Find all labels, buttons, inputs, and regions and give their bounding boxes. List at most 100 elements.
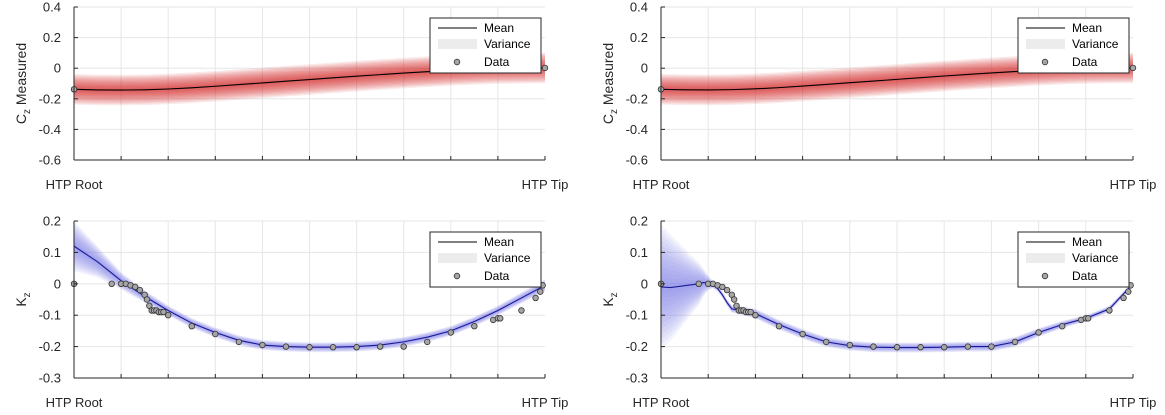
legend-mean-label: Mean <box>484 235 514 249</box>
y-tick-label: 0.2 <box>630 30 648 45</box>
legend-variance-label: Variance <box>1072 37 1119 51</box>
variance-band-layer <box>74 225 545 352</box>
data-point <box>1125 288 1132 295</box>
y-axis-title-subscript: z <box>609 292 620 297</box>
data-point <box>775 322 783 330</box>
data-point <box>400 343 407 350</box>
variance-band-layer <box>74 221 545 353</box>
y-tick-label: 0 <box>641 276 648 291</box>
y-tick-label: 0.2 <box>43 214 61 229</box>
y-tick-label: -0.1 <box>39 308 61 323</box>
legend-data-label: Data <box>484 269 510 283</box>
y-tick-label: -0.1 <box>626 308 648 323</box>
legend-data-swatch <box>453 58 461 66</box>
x-tick-label-tip: HTP Tip <box>522 395 569 410</box>
data-point <box>917 344 924 351</box>
y-tick-label: -0.4 <box>39 122 61 137</box>
data-point <box>1011 338 1019 346</box>
y-tick-label: 0.4 <box>630 0 648 15</box>
legend-data-swatch <box>1041 272 1049 280</box>
legend: Mean Variance Data <box>429 17 542 74</box>
variance-band-layer <box>74 229 545 351</box>
data-point <box>893 344 901 351</box>
data-point <box>988 343 995 350</box>
variance-band <box>74 221 545 353</box>
variance-band-layer <box>661 234 1133 352</box>
data-point <box>541 64 549 72</box>
y-axis-title: Cz Measured <box>13 43 33 124</box>
legend-mean-label: Mean <box>1072 235 1102 249</box>
data-point <box>823 338 830 346</box>
data-point <box>353 344 360 351</box>
x-tick-label-tip: HTP Tip <box>1110 395 1157 410</box>
data-point <box>329 344 337 351</box>
legend-data-swatch <box>453 272 461 280</box>
y-tick-label: 0.2 <box>630 214 648 229</box>
data-point <box>143 296 151 303</box>
legend: Mean Variance Data <box>1017 231 1130 288</box>
data-point <box>532 294 539 302</box>
variance-band-layer <box>74 223 545 352</box>
legend-variance-swatch <box>1026 39 1065 49</box>
data-point <box>723 286 731 294</box>
data-point <box>160 308 167 316</box>
y-axis-title-subscript: z <box>22 109 33 114</box>
data-point <box>1106 307 1113 314</box>
y-tick-label: -0.3 <box>626 371 648 386</box>
legend-variance-swatch <box>1026 253 1065 263</box>
data-point <box>730 296 738 303</box>
variance-band-layer <box>661 229 1133 353</box>
data-point <box>846 341 853 349</box>
y-axis-title-subscript: z <box>22 292 33 297</box>
y-axis-title-subscript: z <box>609 109 620 114</box>
y-axis-title-main: K <box>13 297 29 307</box>
y-axis-title-main: K <box>600 297 616 307</box>
data-point <box>471 322 478 330</box>
x-tick-label-root: HTP Root <box>633 395 690 410</box>
legend-variance-label: Variance <box>484 37 531 51</box>
x-tick-label-tip: HTP Tip <box>522 177 569 192</box>
y-axis-title: Kz <box>600 292 620 306</box>
legend-data-label: Data <box>1072 55 1098 69</box>
y-tick-label: -0.6 <box>39 153 61 168</box>
panel-top-left: -0.6 -0.4 -0.2 0 0.2 0.4 HTP Root HTP Tip Cz Mea… <box>13 0 568 192</box>
x-tick-label-root: HTP Root <box>46 395 103 410</box>
y-tick-label: 0.4 <box>43 0 61 15</box>
data-point <box>447 329 454 336</box>
data-point <box>164 312 172 319</box>
y-tick-label: -0.2 <box>39 91 61 106</box>
legend-variance-label: Variance <box>1072 251 1119 265</box>
y-axis-title: Kz <box>13 292 33 306</box>
data-point <box>1058 322 1066 330</box>
data-point <box>1129 64 1137 72</box>
data-point <box>376 343 384 350</box>
legend-variance-label: Variance <box>484 251 531 265</box>
y-axis-title-main: C <box>13 114 29 124</box>
data-point <box>941 344 948 351</box>
data-point <box>259 341 266 349</box>
panel-top-right: -0.6 -0.4 -0.2 0 0.2 0.4 HTP Root HTP Tip Cz Mea… <box>600 0 1156 192</box>
legend: Mean Variance Data <box>1017 17 1130 74</box>
panel-bottom-left: -0.3 -0.2 -0.1 0 0.1 0.2 HTP Root HTP Tip Kz Mean… <box>13 214 568 411</box>
variance-band-layer <box>74 231 545 351</box>
data-point <box>752 312 759 319</box>
data-point <box>964 343 971 350</box>
legend-data-swatch <box>1041 58 1049 66</box>
data-point <box>497 315 504 322</box>
data-point <box>108 280 115 287</box>
y-tick-label: -0.6 <box>626 153 648 168</box>
x-tick-label-root: HTP Root <box>633 177 690 192</box>
data-point <box>695 280 702 287</box>
x-tick-label-tip: HTP Tip <box>1110 177 1157 192</box>
data-point <box>537 288 544 295</box>
x-tick-label-root: HTP Root <box>46 177 103 192</box>
data-point <box>1084 315 1092 322</box>
data-point <box>719 283 726 291</box>
data-point <box>799 330 806 338</box>
data-point <box>518 307 525 314</box>
y-tick-label: 0.1 <box>43 245 61 260</box>
legend-variance-swatch <box>438 39 477 49</box>
legend-data-label: Data <box>484 55 510 69</box>
y-tick-label: -0.2 <box>39 339 61 354</box>
